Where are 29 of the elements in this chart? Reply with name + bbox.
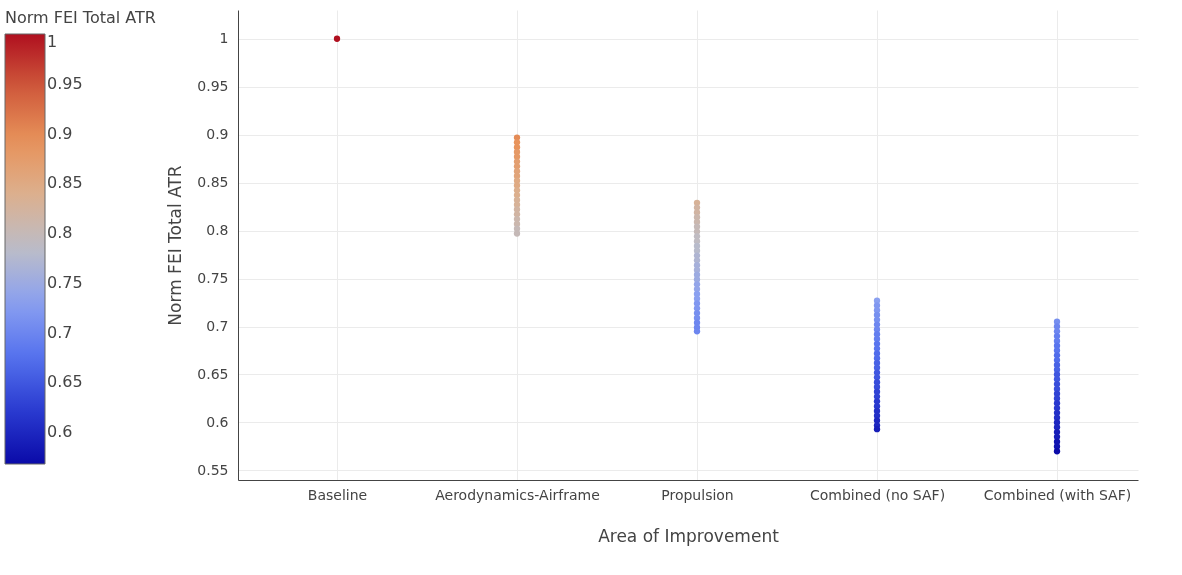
y-tick-label: 0.75	[197, 270, 229, 287]
y-tick-label: 0.9	[206, 126, 229, 143]
x-tick-label: Combined (with SAF)	[983, 486, 1132, 503]
color-bar-label: 0.8	[47, 223, 73, 243]
color-bar-label: 0.9	[47, 123, 73, 143]
y-tick-label: 0.65	[197, 365, 229, 382]
color-bar-label: 0.75	[47, 272, 83, 292]
color-bar-label: 0.65	[47, 372, 83, 392]
y-tick-label: 0.8	[206, 222, 229, 239]
y-tick-label: 0.6	[206, 413, 229, 430]
color-bar-label: 0.85	[47, 173, 83, 193]
color-bar-label: 0.7	[47, 322, 73, 342]
y-tick-label: 1	[219, 30, 229, 47]
x-tick-label: Aerodynamics-Airframe	[435, 486, 600, 503]
x-tick-label: Propulsion	[661, 486, 734, 503]
y-tick-label: 0.85	[197, 174, 229, 191]
y-tick-label: 0.95	[197, 78, 229, 95]
y-axis-title: Norm FEI Total ATR	[165, 165, 186, 326]
point	[333, 35, 341, 42]
point	[1053, 448, 1061, 455]
color-bar-label: 0.6	[47, 422, 73, 442]
color-bar-label: 1	[47, 32, 58, 51]
color-bar-title: Norm FEI Total ATR	[5, 8, 156, 27]
x-axis-title: Area of Improvement	[598, 525, 780, 546]
color-bar-label: 0.95	[47, 73, 83, 93]
x-tick-label: Combined (no SAF)	[809, 486, 946, 503]
y-tick-label: 0.7	[206, 318, 229, 335]
y-tick-label: 0.55	[197, 461, 229, 478]
x-tick-label: Baseline	[307, 486, 368, 503]
